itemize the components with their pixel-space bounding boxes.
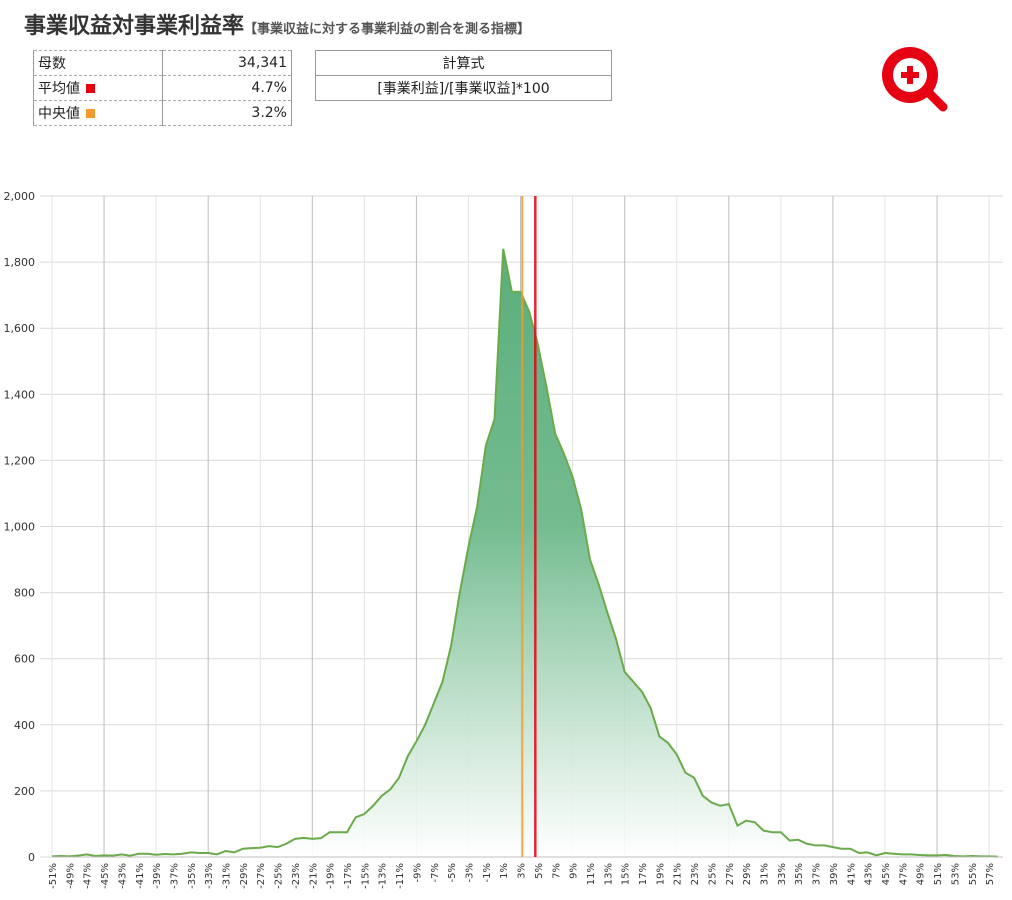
median-swatch bbox=[86, 109, 95, 118]
x-tick-label: 39% bbox=[829, 863, 840, 885]
x-tick-label: 11% bbox=[586, 863, 597, 885]
x-tick-label: 25% bbox=[707, 863, 718, 885]
y-tick-label: 0 bbox=[28, 851, 35, 864]
x-tick-label: -39% bbox=[152, 863, 163, 889]
x-tick-label: -21% bbox=[308, 863, 319, 889]
median-value: 3.2% bbox=[162, 100, 292, 126]
mean-value: 4.7% bbox=[162, 75, 292, 101]
x-tick-label: -7% bbox=[430, 863, 441, 882]
y-tick-label: 1,200 bbox=[4, 454, 36, 467]
area-line bbox=[51, 248, 998, 858]
x-tick-label: 43% bbox=[864, 863, 875, 885]
formula-label: 計算式 bbox=[315, 50, 612, 76]
x-tick-label: 19% bbox=[655, 863, 666, 885]
y-tick-label: 200 bbox=[14, 785, 35, 798]
x-tick-label: -33% bbox=[204, 863, 215, 889]
x-tick-label: 29% bbox=[742, 863, 753, 885]
y-tick-label: 1,000 bbox=[4, 521, 36, 534]
x-tick-label: 7% bbox=[551, 863, 562, 879]
x-tick-label: 35% bbox=[794, 863, 805, 885]
formula: [事業利益]/[事業収益]*100 bbox=[315, 75, 612, 101]
zoom-handle bbox=[923, 87, 948, 112]
x-tick-label: 5% bbox=[534, 863, 545, 879]
y-tick-label: 1,400 bbox=[4, 388, 36, 401]
x-tick-label: -23% bbox=[291, 863, 302, 889]
x-tick-label: 13% bbox=[603, 863, 614, 885]
mean-swatch bbox=[86, 84, 95, 93]
x-tick-label: 21% bbox=[673, 863, 684, 885]
x-tick-label: 37% bbox=[812, 863, 823, 885]
x-tick-label: -17% bbox=[343, 863, 354, 889]
stats-table: 母数 34,341 平均値 4.7% 中央値 3.2% bbox=[33, 50, 292, 126]
x-tick-label: -51% bbox=[48, 863, 59, 889]
x-tick-label: -45% bbox=[100, 863, 111, 889]
subtitle: 【事業収益に対する事業利益の割合を測る指標】 bbox=[244, 22, 531, 37]
x-tick-label: 45% bbox=[881, 863, 892, 885]
x-tick-label: 1% bbox=[499, 863, 510, 879]
x-tick-label: -37% bbox=[169, 863, 180, 889]
formula-table: 計算式 [事業利益]/[事業収益]*100 bbox=[315, 50, 612, 101]
x-tick-label: 17% bbox=[638, 863, 649, 885]
x-tick-label: 53% bbox=[950, 863, 961, 885]
zoom-plus-v bbox=[907, 66, 913, 84]
x-tick-label: -43% bbox=[117, 863, 128, 889]
x-tick-label: 27% bbox=[725, 863, 736, 885]
x-tick-label: -13% bbox=[378, 863, 389, 889]
title: 事業収益対事業利益率【事業収益に対する事業利益の割合を測る指標】 bbox=[24, 8, 530, 40]
x-tick-label: -47% bbox=[83, 863, 94, 889]
x-tick-label: -35% bbox=[187, 863, 198, 889]
x-tick-label: -3% bbox=[464, 863, 475, 882]
x-tick-label: -29% bbox=[239, 863, 250, 889]
mean-name: 平均値 bbox=[38, 81, 80, 97]
x-tick-label: 31% bbox=[760, 863, 771, 885]
count-value: 34,341 bbox=[162, 50, 292, 76]
x-tick-label: -11% bbox=[395, 863, 406, 889]
y-tick-label: 2,000 bbox=[4, 190, 36, 203]
x-tick-label: 23% bbox=[690, 863, 701, 885]
x-tick-label: -31% bbox=[222, 863, 233, 889]
x-tick-label: 3% bbox=[517, 863, 528, 879]
x-tick-label: 15% bbox=[621, 863, 632, 885]
zoom-icon[interactable] bbox=[882, 47, 948, 112]
x-tick-label: 55% bbox=[968, 863, 979, 885]
x-tick-label: -19% bbox=[326, 863, 337, 889]
x-tick-label: 49% bbox=[916, 863, 927, 885]
x-tick-label: -5% bbox=[447, 863, 458, 882]
x-tick-label: -9% bbox=[412, 863, 423, 882]
x-tick-label: 47% bbox=[898, 863, 909, 885]
x-tick-label: 9% bbox=[569, 863, 580, 879]
x-tick-label: 51% bbox=[933, 863, 944, 885]
area-fill bbox=[52, 248, 998, 857]
x-tick-label: -1% bbox=[482, 863, 493, 882]
x-tick-label: -41% bbox=[135, 863, 146, 889]
median-name: 中央値 bbox=[38, 106, 80, 122]
y-tick-label: 400 bbox=[14, 719, 35, 732]
median-label: 中央値 bbox=[33, 100, 163, 126]
y-tick-label: 1,600 bbox=[4, 322, 36, 335]
x-tick-label: 57% bbox=[985, 863, 996, 885]
x-tick-label: 41% bbox=[846, 863, 857, 885]
y-tick-label: 1,800 bbox=[4, 256, 36, 269]
x-tick-label: -15% bbox=[360, 863, 371, 889]
y-tick-label: 800 bbox=[14, 587, 35, 600]
x-tick-label: -27% bbox=[256, 863, 267, 889]
title-text: 事業収益対事業利益率 bbox=[24, 14, 245, 39]
x-tick-label: -49% bbox=[65, 863, 76, 889]
x-tick-label: -25% bbox=[274, 863, 285, 889]
y-tick-label: 600 bbox=[14, 653, 35, 666]
x-tick-label: 33% bbox=[777, 863, 788, 885]
